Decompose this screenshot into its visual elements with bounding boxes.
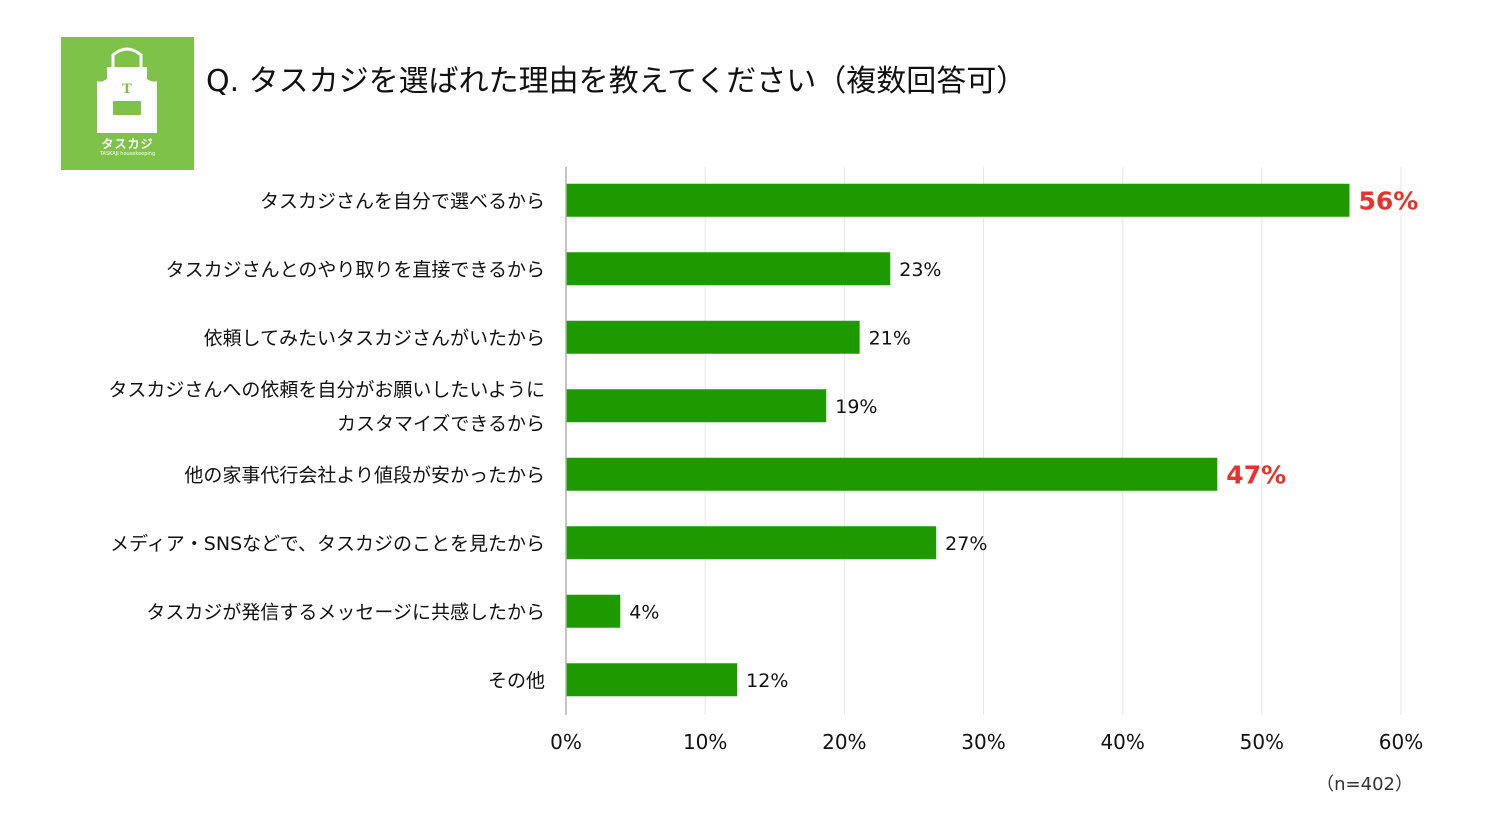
- bar: [566, 389, 827, 423]
- value-label: 19%: [835, 396, 877, 418]
- logo-mark: T: [122, 82, 132, 97]
- category-label: メディア・SNSなどで、タスカジのことを見たから: [110, 533, 545, 555]
- bar: [566, 663, 738, 697]
- value-label: 23%: [899, 259, 941, 281]
- x-tick-label: 20%: [822, 730, 866, 754]
- value-label: 4%: [629, 601, 659, 623]
- bar: [566, 320, 860, 354]
- bar: [566, 457, 1218, 491]
- category-label: その他: [488, 670, 545, 692]
- logo-sub: TASKAJI housekeeping: [99, 151, 156, 157]
- page-title: Q. タスカジを選ばれた理由を教えてください（複数回答可）: [206, 64, 1027, 99]
- x-tick-label: 60%: [1379, 730, 1423, 754]
- x-tick-label: 30%: [961, 730, 1005, 754]
- bar: [566, 594, 621, 628]
- category-label: 依頼してみたいタスカジさんがいたから: [204, 327, 545, 349]
- x-tick-label: 40%: [1100, 730, 1144, 754]
- value-label: 27%: [945, 533, 987, 555]
- x-tick-label: 10%: [683, 730, 727, 754]
- x-tick-label: 50%: [1240, 730, 1284, 754]
- category-label: カスタマイズできるから: [337, 413, 545, 435]
- x-tick-label: 0%: [550, 730, 582, 754]
- value-label: 47%: [1226, 460, 1286, 489]
- category-label: タスカジが発信するメッセージに共感したから: [146, 601, 545, 623]
- category-label: タスカジさんとのやり取りを直接できるから: [166, 259, 545, 281]
- value-label: 56%: [1359, 186, 1419, 215]
- bar: [566, 252, 891, 286]
- category-label: 他の家事代行会社より値段が安かったから: [184, 464, 545, 486]
- value-label: 21%: [869, 327, 911, 349]
- sample-size-note: （n=402）: [1316, 774, 1413, 795]
- logo-name: タスカジ: [101, 137, 154, 151]
- bar: [566, 183, 1350, 217]
- bar: [566, 526, 937, 560]
- category-label: タスカジさんを自分で選べるから: [260, 190, 545, 212]
- value-label: 12%: [746, 670, 788, 692]
- logo: T タスカジ TASKAJI housekeeping: [61, 37, 194, 170]
- apron-icon: T: [97, 47, 157, 133]
- category-label: タスカジさんへの依頼を自分がお願いしたいように: [108, 379, 545, 401]
